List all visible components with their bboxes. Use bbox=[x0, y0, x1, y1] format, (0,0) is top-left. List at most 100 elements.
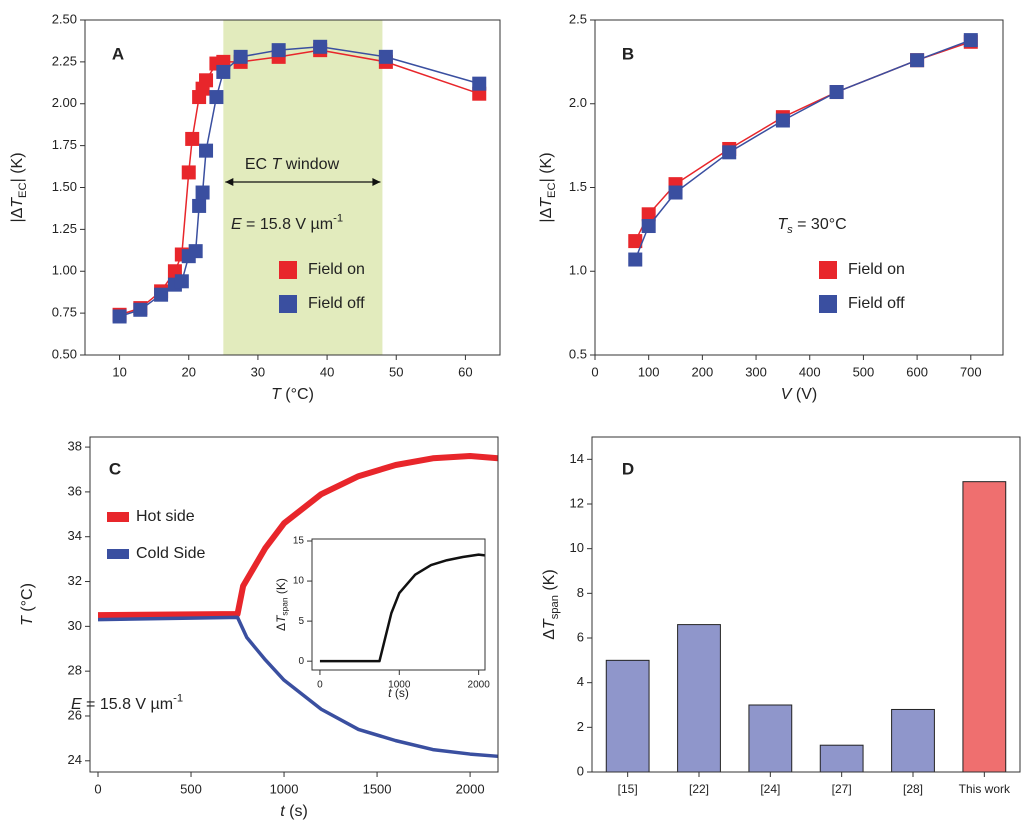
x-tick-label: 50 bbox=[389, 364, 403, 379]
text-part: T bbox=[777, 216, 788, 233]
plot-frame bbox=[311, 538, 486, 671]
y-tick-label: 0 bbox=[298, 656, 304, 667]
data-point bbox=[313, 39, 328, 54]
text-part: (K) bbox=[274, 578, 288, 597]
y-tick-label: 4 bbox=[577, 674, 584, 689]
panel-label: B bbox=[622, 44, 634, 63]
text-part: = 15.8 V µm bbox=[242, 216, 333, 233]
data-point bbox=[199, 73, 214, 88]
y-tick-label: 0.75 bbox=[52, 305, 77, 320]
y-tick-label: 34 bbox=[68, 528, 82, 543]
text-part: E bbox=[71, 696, 82, 713]
x-tick-label: 40 bbox=[320, 364, 334, 379]
data-point bbox=[775, 113, 790, 128]
data-point bbox=[722, 145, 737, 160]
data-point bbox=[185, 131, 200, 146]
data-point bbox=[174, 274, 189, 289]
text-part: = 30°C bbox=[793, 216, 847, 233]
y-tick-label: 0.50 bbox=[52, 346, 77, 361]
series-line bbox=[97, 615, 499, 759]
data-point bbox=[192, 198, 207, 213]
x-axis-label: T (°C) bbox=[271, 386, 314, 403]
x-tick-label: 300 bbox=[745, 364, 767, 379]
x-tick-label: [22] bbox=[689, 782, 709, 796]
text-part: t bbox=[280, 803, 285, 820]
y-tick-label: 36 bbox=[68, 483, 82, 498]
data-point bbox=[628, 252, 643, 267]
x-tick-label: 200 bbox=[692, 364, 714, 379]
y-tick-label: 1.25 bbox=[52, 221, 77, 236]
text-part: EC bbox=[17, 182, 29, 198]
y-tick-label: 5 bbox=[298, 616, 304, 627]
text-part: T bbox=[274, 614, 288, 623]
y-axis-label: |ΔTEC| (K) bbox=[538, 152, 558, 222]
text-part: T bbox=[541, 618, 558, 629]
x-tick-label: [24] bbox=[760, 782, 780, 796]
text-part: -1 bbox=[333, 213, 343, 225]
data-point bbox=[199, 143, 214, 158]
bar bbox=[605, 659, 650, 773]
data-point bbox=[181, 165, 196, 180]
y-tick-label: 6 bbox=[577, 629, 584, 644]
x-tick-label: 10 bbox=[112, 364, 126, 379]
data-point bbox=[641, 207, 656, 222]
x-tick-label: [27] bbox=[832, 782, 852, 796]
y-tick-label: 1.50 bbox=[52, 179, 77, 194]
legend-marker bbox=[819, 295, 837, 313]
x-tick-label: This work bbox=[959, 782, 1011, 796]
text-part: -1 bbox=[173, 693, 183, 705]
x-tick-label: 400 bbox=[799, 364, 821, 379]
y-tick-label: 28 bbox=[68, 663, 82, 678]
legend-marker bbox=[279, 295, 297, 313]
x-tick-label: 600 bbox=[906, 364, 928, 379]
plot-background bbox=[312, 539, 485, 670]
data-point bbox=[628, 234, 643, 249]
data-point bbox=[963, 33, 978, 48]
data-point bbox=[472, 76, 487, 91]
text-part: E bbox=[231, 216, 242, 233]
y-axis-label: T (°C) bbox=[19, 583, 36, 626]
y-tick-label: 1.0 bbox=[569, 263, 587, 278]
bar bbox=[819, 744, 864, 773]
panel-label: A bbox=[112, 44, 124, 63]
series-line bbox=[319, 553, 486, 663]
y-tick-label: 10 bbox=[293, 576, 305, 587]
data-point bbox=[216, 64, 231, 79]
x-tick-label: 1000 bbox=[270, 781, 299, 796]
data-point bbox=[209, 90, 224, 105]
legend-label: Field off bbox=[848, 295, 905, 312]
legend-label: Field on bbox=[848, 261, 905, 278]
y-tick-label: 2.5 bbox=[569, 11, 587, 26]
text-part: T bbox=[271, 386, 282, 403]
legend-marker bbox=[107, 512, 129, 522]
data-point bbox=[195, 185, 210, 200]
data-point bbox=[133, 302, 148, 317]
text-part: Δ bbox=[541, 629, 558, 640]
y-tick-label: 24 bbox=[68, 752, 82, 767]
panel-label: D bbox=[622, 459, 634, 478]
bar bbox=[962, 481, 1007, 773]
x-tick-label: 60 bbox=[458, 364, 472, 379]
y-axis-label: ΔTspan (K) bbox=[274, 578, 290, 631]
annotation: EC T window bbox=[245, 156, 340, 173]
text-part: Δ bbox=[274, 623, 288, 631]
text-part: window bbox=[281, 156, 339, 173]
data-point bbox=[641, 219, 656, 234]
x-tick-label: [15] bbox=[618, 782, 638, 796]
text-part: span bbox=[280, 597, 290, 616]
text-part: T bbox=[272, 156, 283, 173]
y-tick-label: 1.75 bbox=[52, 137, 77, 152]
x-tick-label: 2000 bbox=[456, 781, 485, 796]
annotation: E = 15.8 V µm-1 bbox=[231, 213, 343, 234]
y-axis-label: |ΔTEC| (K) bbox=[9, 152, 29, 222]
y-tick-label: 2 bbox=[577, 719, 584, 734]
data-point bbox=[188, 244, 203, 259]
x-tick-label: 0 bbox=[591, 364, 598, 379]
text-part: (s) bbox=[285, 803, 308, 820]
panel-label: C bbox=[109, 459, 121, 478]
data-point bbox=[271, 43, 286, 58]
text-part: EC bbox=[546, 182, 558, 198]
legend-label: Field off bbox=[308, 295, 365, 312]
text-part: (V) bbox=[791, 386, 817, 403]
text-part: | (K) bbox=[538, 152, 555, 182]
